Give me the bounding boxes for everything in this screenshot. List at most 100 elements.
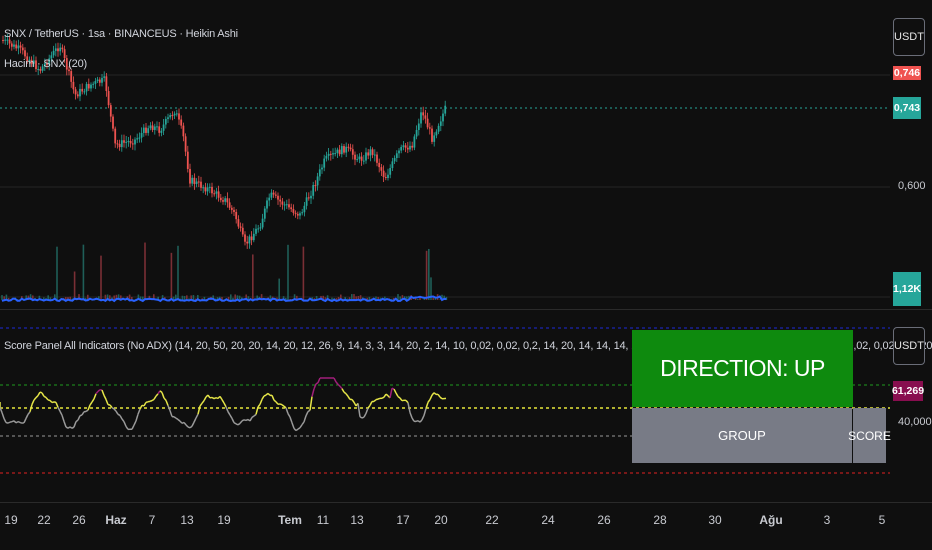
oscillator-segment (155, 393, 159, 397)
volume-bar (203, 296, 206, 300)
oscillator-segment (215, 396, 219, 400)
oscillator-segment (105, 399, 109, 405)
oscillator-segment (433, 392, 437, 395)
volume-bar (65, 297, 67, 300)
indicator-currency-button[interactable]: USDT (893, 327, 925, 365)
direction-cell: DIRECTION: UP (632, 330, 853, 407)
volume-bar (419, 296, 421, 300)
candle-body (41, 66, 44, 71)
oscillator-segment (239, 420, 243, 424)
candle-body (213, 193, 216, 195)
volume-bar (106, 294, 109, 300)
oscillator-segment (167, 405, 171, 411)
candle-body (149, 125, 152, 129)
volume-bar (238, 295, 241, 300)
oscillator-segment (417, 420, 421, 423)
oscillator-segment (263, 394, 267, 397)
candle-body (239, 226, 242, 228)
oscillator-segment (399, 397, 403, 402)
volume-bar (247, 296, 250, 300)
candle-body (215, 191, 218, 194)
currency-button[interactable]: USDT (893, 18, 925, 56)
oscillator-segment (409, 412, 413, 419)
last-price-tag: 0,743 (893, 97, 921, 119)
price-chart[interactable] (0, 0, 890, 308)
symbol-legend[interactable]: SNX / TetherUS · 1sa · BINANCEUS · Heiki… (4, 28, 238, 40)
volume-bar (120, 295, 122, 300)
volume-bar (7, 297, 10, 300)
volume-bar (190, 295, 192, 300)
volume-bar (137, 294, 140, 300)
oscillator-segment (291, 422, 295, 429)
oscillator-segment (377, 397, 381, 400)
oscillator-segment (367, 404, 371, 409)
volume-bar (98, 296, 100, 300)
oscillator-line (0, 377, 447, 432)
oscillator-segment (337, 383, 341, 387)
candle-body (439, 121, 442, 126)
volume-bar (69, 296, 71, 300)
candle-body (226, 198, 229, 203)
volume-bar (67, 297, 69, 300)
time-label: Ağu (759, 513, 783, 527)
oscillator-segment (437, 393, 441, 398)
oscillator-segment (219, 395, 223, 401)
oscillator-segment (139, 404, 143, 410)
volume-bar (390, 298, 393, 300)
oscillator-segment (159, 390, 163, 394)
volume-legend[interactable]: Hacim · SNX (20) (4, 58, 87, 70)
volume-bar (142, 296, 144, 300)
oscillator-segment (121, 418, 125, 423)
volume-bar (144, 242, 146, 300)
candle-body (362, 160, 365, 162)
candle-body (21, 47, 24, 51)
volume-bar (368, 296, 371, 300)
volume-bar (49, 297, 52, 300)
oscillator-segment (175, 417, 179, 421)
candle-body (109, 105, 112, 117)
candle-body (411, 145, 414, 148)
candle-body (406, 147, 409, 150)
oscillator-segment (293, 427, 297, 432)
oscillator-segment (59, 410, 63, 416)
candle-body (266, 200, 268, 209)
candle-body (380, 167, 383, 171)
candle-body (24, 50, 26, 57)
candles (2, 34, 447, 249)
pane-separator[interactable] (0, 309, 932, 310)
candle-body (270, 192, 273, 198)
oscillator-segment (389, 388, 393, 398)
volume-bar (359, 295, 362, 300)
oscillator-segment (373, 399, 377, 403)
candle-body (395, 153, 398, 159)
volume-bar (38, 295, 41, 300)
candle-body (259, 227, 262, 229)
candle-body (338, 149, 341, 155)
time-label: 20 (434, 513, 448, 527)
indicator-chart[interactable] (0, 312, 890, 502)
oscillator-segment (161, 392, 165, 399)
candle-body (43, 63, 46, 67)
oscillator-segment (143, 402, 147, 407)
oscillator-segment (15, 420, 19, 424)
candle-body (184, 136, 187, 152)
candle-body (178, 113, 180, 120)
oscillator-segment (347, 395, 351, 400)
oscillator-segment (303, 415, 307, 423)
oscillator-segment (201, 400, 205, 404)
oscillator-segment (67, 426, 71, 429)
candle-body (233, 209, 235, 212)
oscillator-segment (183, 421, 187, 426)
group-header-cell: GROUP (632, 408, 852, 463)
candle-body (116, 143, 119, 145)
oscillator-segment (3, 418, 7, 423)
candle-body (28, 59, 31, 62)
oscillator-segment (301, 421, 305, 426)
volume-bar (245, 294, 247, 300)
volume-bar (289, 298, 291, 300)
candle-body (268, 197, 271, 201)
candle-body (279, 199, 282, 202)
candle-body (312, 185, 315, 196)
oscillator-segment (7, 421, 11, 424)
oscillator-segment (0, 407, 3, 413)
